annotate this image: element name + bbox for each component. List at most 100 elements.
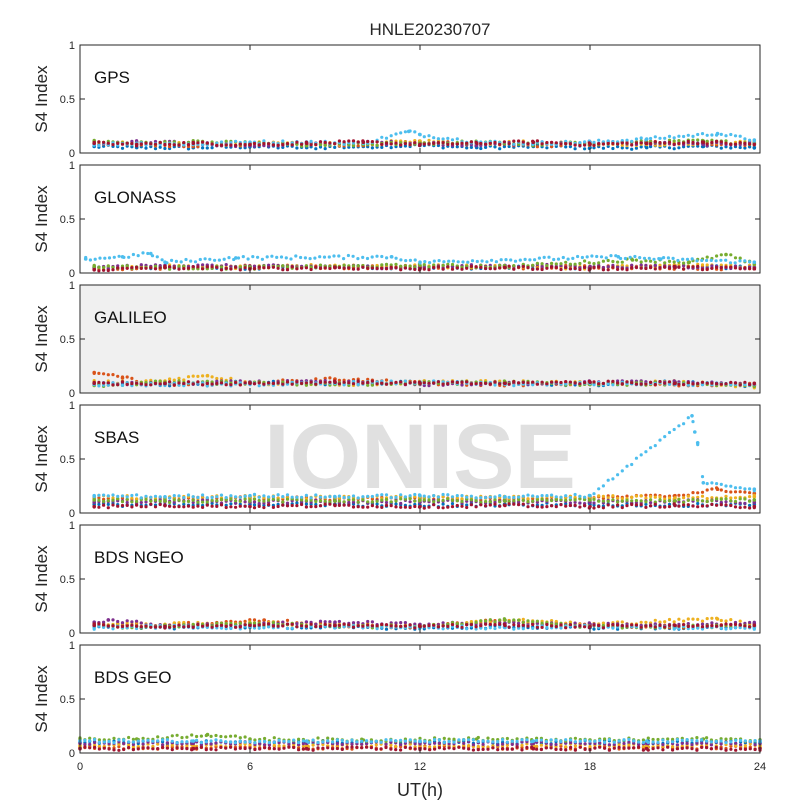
data-point (310, 381, 313, 384)
data-point (343, 140, 346, 143)
data-point (343, 381, 346, 384)
data-point (140, 501, 143, 504)
data-point (557, 258, 560, 261)
data-point (395, 257, 398, 260)
y-tick-label: 0 (69, 508, 75, 520)
data-point (399, 621, 402, 624)
data-point (239, 505, 242, 508)
data-point (163, 266, 167, 270)
data-point (97, 506, 100, 509)
data-point (137, 254, 140, 257)
data-point (475, 142, 479, 146)
data-point (691, 382, 694, 385)
data-point (668, 146, 671, 149)
panel-label: GPS (94, 68, 130, 87)
data-point (592, 144, 595, 147)
data-point (371, 620, 374, 623)
data-point (409, 143, 412, 146)
data-point (390, 146, 393, 149)
data-point (146, 252, 149, 255)
data-point (248, 382, 252, 386)
data-point (564, 145, 567, 148)
data-point (609, 254, 612, 257)
data-point (111, 383, 114, 386)
data-point (640, 260, 643, 263)
data-point (640, 382, 643, 385)
data-point (187, 143, 190, 146)
data-point (328, 267, 331, 270)
data-point (111, 268, 114, 271)
data-point (734, 490, 737, 493)
data-point (418, 143, 422, 147)
data-point (592, 262, 595, 265)
data-point (194, 260, 197, 263)
data-point (196, 265, 199, 268)
data-point (116, 142, 119, 145)
data-point (691, 491, 694, 494)
data-point (352, 264, 355, 267)
data-point (272, 143, 275, 146)
data-point (404, 259, 407, 262)
data-point (682, 267, 685, 270)
data-point (92, 494, 96, 498)
data-point (673, 620, 676, 623)
data-point (753, 505, 757, 509)
data-point (248, 494, 252, 498)
data-point (625, 268, 628, 271)
data-point (281, 264, 284, 267)
data-point (323, 256, 326, 259)
data-point (743, 142, 746, 145)
data-point (630, 496, 633, 499)
data-point (705, 259, 708, 262)
data-point (121, 621, 124, 624)
data-point (621, 620, 624, 623)
data-point (748, 139, 751, 142)
data-point (611, 266, 614, 269)
data-point (578, 144, 581, 147)
data-point (489, 382, 492, 385)
data-point (616, 503, 619, 506)
data-point (361, 382, 364, 385)
data-point (356, 257, 359, 260)
data-point (163, 499, 167, 503)
data-point (446, 137, 449, 140)
data-point (640, 621, 643, 624)
data-point (168, 505, 171, 508)
data-point (262, 266, 265, 269)
data-point (517, 381, 520, 384)
data-point (498, 266, 501, 269)
data-point (130, 497, 133, 500)
data-point (107, 503, 110, 506)
data-point (640, 503, 643, 506)
data-point (394, 142, 397, 145)
data-point (173, 143, 176, 146)
data-point (504, 258, 507, 261)
data-point (208, 258, 211, 261)
data-point (215, 266, 218, 269)
data-point (687, 503, 690, 506)
data-point (149, 142, 152, 145)
data-point (753, 487, 757, 491)
data-point (385, 267, 388, 270)
data-point (324, 147, 327, 150)
data-point (319, 267, 322, 270)
data-point (652, 258, 655, 261)
data-point (522, 381, 525, 384)
data-point (206, 374, 210, 378)
data-point (253, 267, 256, 270)
data-point (116, 620, 119, 623)
data-point (140, 263, 143, 266)
data-point (168, 501, 171, 504)
data-point (442, 141, 445, 144)
data-point (280, 255, 283, 258)
data-point (696, 491, 699, 494)
data-point (196, 380, 199, 383)
panel-label: GLONASS (94, 188, 176, 207)
data-point (286, 619, 289, 622)
data-point (253, 382, 256, 385)
data-point (512, 140, 515, 143)
data-point (159, 495, 162, 498)
data-point (677, 494, 680, 497)
data-point (343, 267, 346, 270)
data-point (234, 256, 238, 260)
